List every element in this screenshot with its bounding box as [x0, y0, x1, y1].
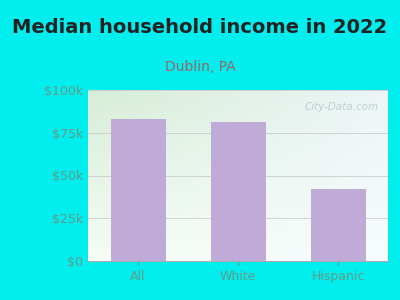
Bar: [110, 119, 166, 261]
Text: Dublin, PA: Dublin, PA: [165, 60, 235, 74]
Bar: [210, 122, 266, 261]
Text: City-Data.com: City-Data.com: [305, 102, 379, 112]
Text: Median household income in 2022: Median household income in 2022: [12, 18, 388, 37]
Bar: [310, 189, 366, 261]
